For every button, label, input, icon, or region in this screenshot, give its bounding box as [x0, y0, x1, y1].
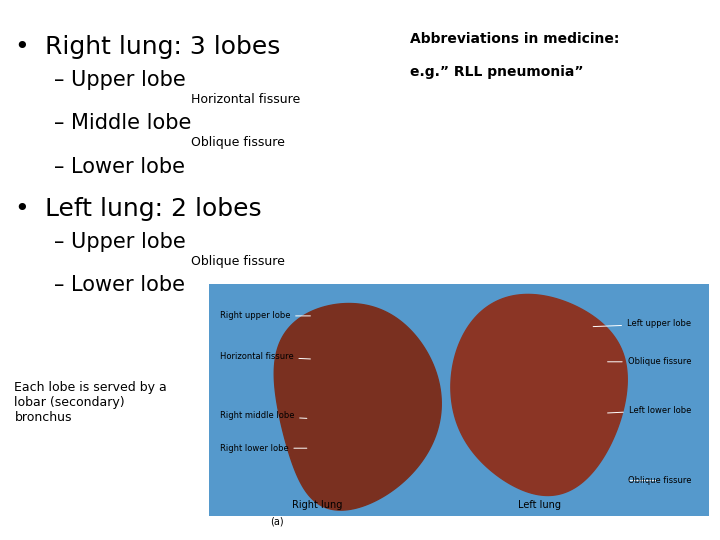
- Text: Oblique fissure: Oblique fissure: [608, 357, 691, 366]
- Text: Left lung: Left lung: [518, 500, 562, 510]
- Text: Right lung: Right lung: [292, 500, 342, 510]
- Text: Horizontal fissure: Horizontal fissure: [191, 93, 300, 106]
- Text: Oblique fissure: Oblique fissure: [191, 255, 284, 268]
- Text: Right middle lobe: Right middle lobe: [220, 411, 307, 420]
- Text: (a): (a): [271, 516, 284, 526]
- Text: – Lower lobe: – Lower lobe: [54, 275, 185, 295]
- Text: Oblique fissure: Oblique fissure: [628, 476, 691, 485]
- Text: •: •: [14, 197, 29, 221]
- Text: – Lower lobe: – Lower lobe: [54, 157, 185, 177]
- FancyBboxPatch shape: [209, 284, 709, 516]
- Polygon shape: [451, 294, 627, 496]
- Text: Oblique fissure: Oblique fissure: [191, 136, 284, 149]
- Text: Left lung: 2 lobes: Left lung: 2 lobes: [45, 197, 261, 221]
- Text: Right lower lobe: Right lower lobe: [220, 444, 307, 453]
- Text: – Middle lobe: – Middle lobe: [54, 113, 192, 133]
- Text: Right upper lobe: Right upper lobe: [220, 312, 310, 320]
- Text: Each lobe is served by a
lobar (secondary)
bronchus: Each lobe is served by a lobar (secondar…: [14, 381, 167, 424]
- Polygon shape: [274, 303, 441, 510]
- Text: – Upper lobe: – Upper lobe: [54, 70, 186, 90]
- Text: Horizontal fissure: Horizontal fissure: [220, 352, 310, 361]
- Text: Abbreviations in medicine:: Abbreviations in medicine:: [410, 32, 620, 46]
- Text: e.g.” RLL pneumonia”: e.g.” RLL pneumonia”: [410, 65, 584, 79]
- Text: – Upper lobe: – Upper lobe: [54, 232, 186, 252]
- Text: •: •: [14, 35, 29, 59]
- Text: Right lung: 3 lobes: Right lung: 3 lobes: [45, 35, 280, 59]
- Text: Left lower lobe: Left lower lobe: [608, 406, 691, 415]
- Text: Left upper lobe: Left upper lobe: [593, 320, 691, 328]
